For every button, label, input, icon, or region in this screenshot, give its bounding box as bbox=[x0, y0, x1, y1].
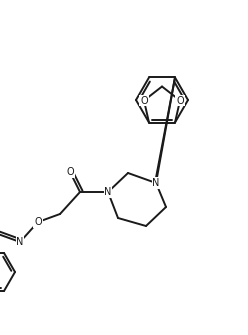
Text: O: O bbox=[176, 95, 184, 106]
Text: N: N bbox=[104, 187, 112, 197]
Text: N: N bbox=[16, 237, 24, 247]
Text: O: O bbox=[140, 95, 148, 106]
Text: O: O bbox=[34, 217, 42, 227]
Text: N: N bbox=[152, 178, 160, 188]
Text: O: O bbox=[66, 167, 74, 177]
